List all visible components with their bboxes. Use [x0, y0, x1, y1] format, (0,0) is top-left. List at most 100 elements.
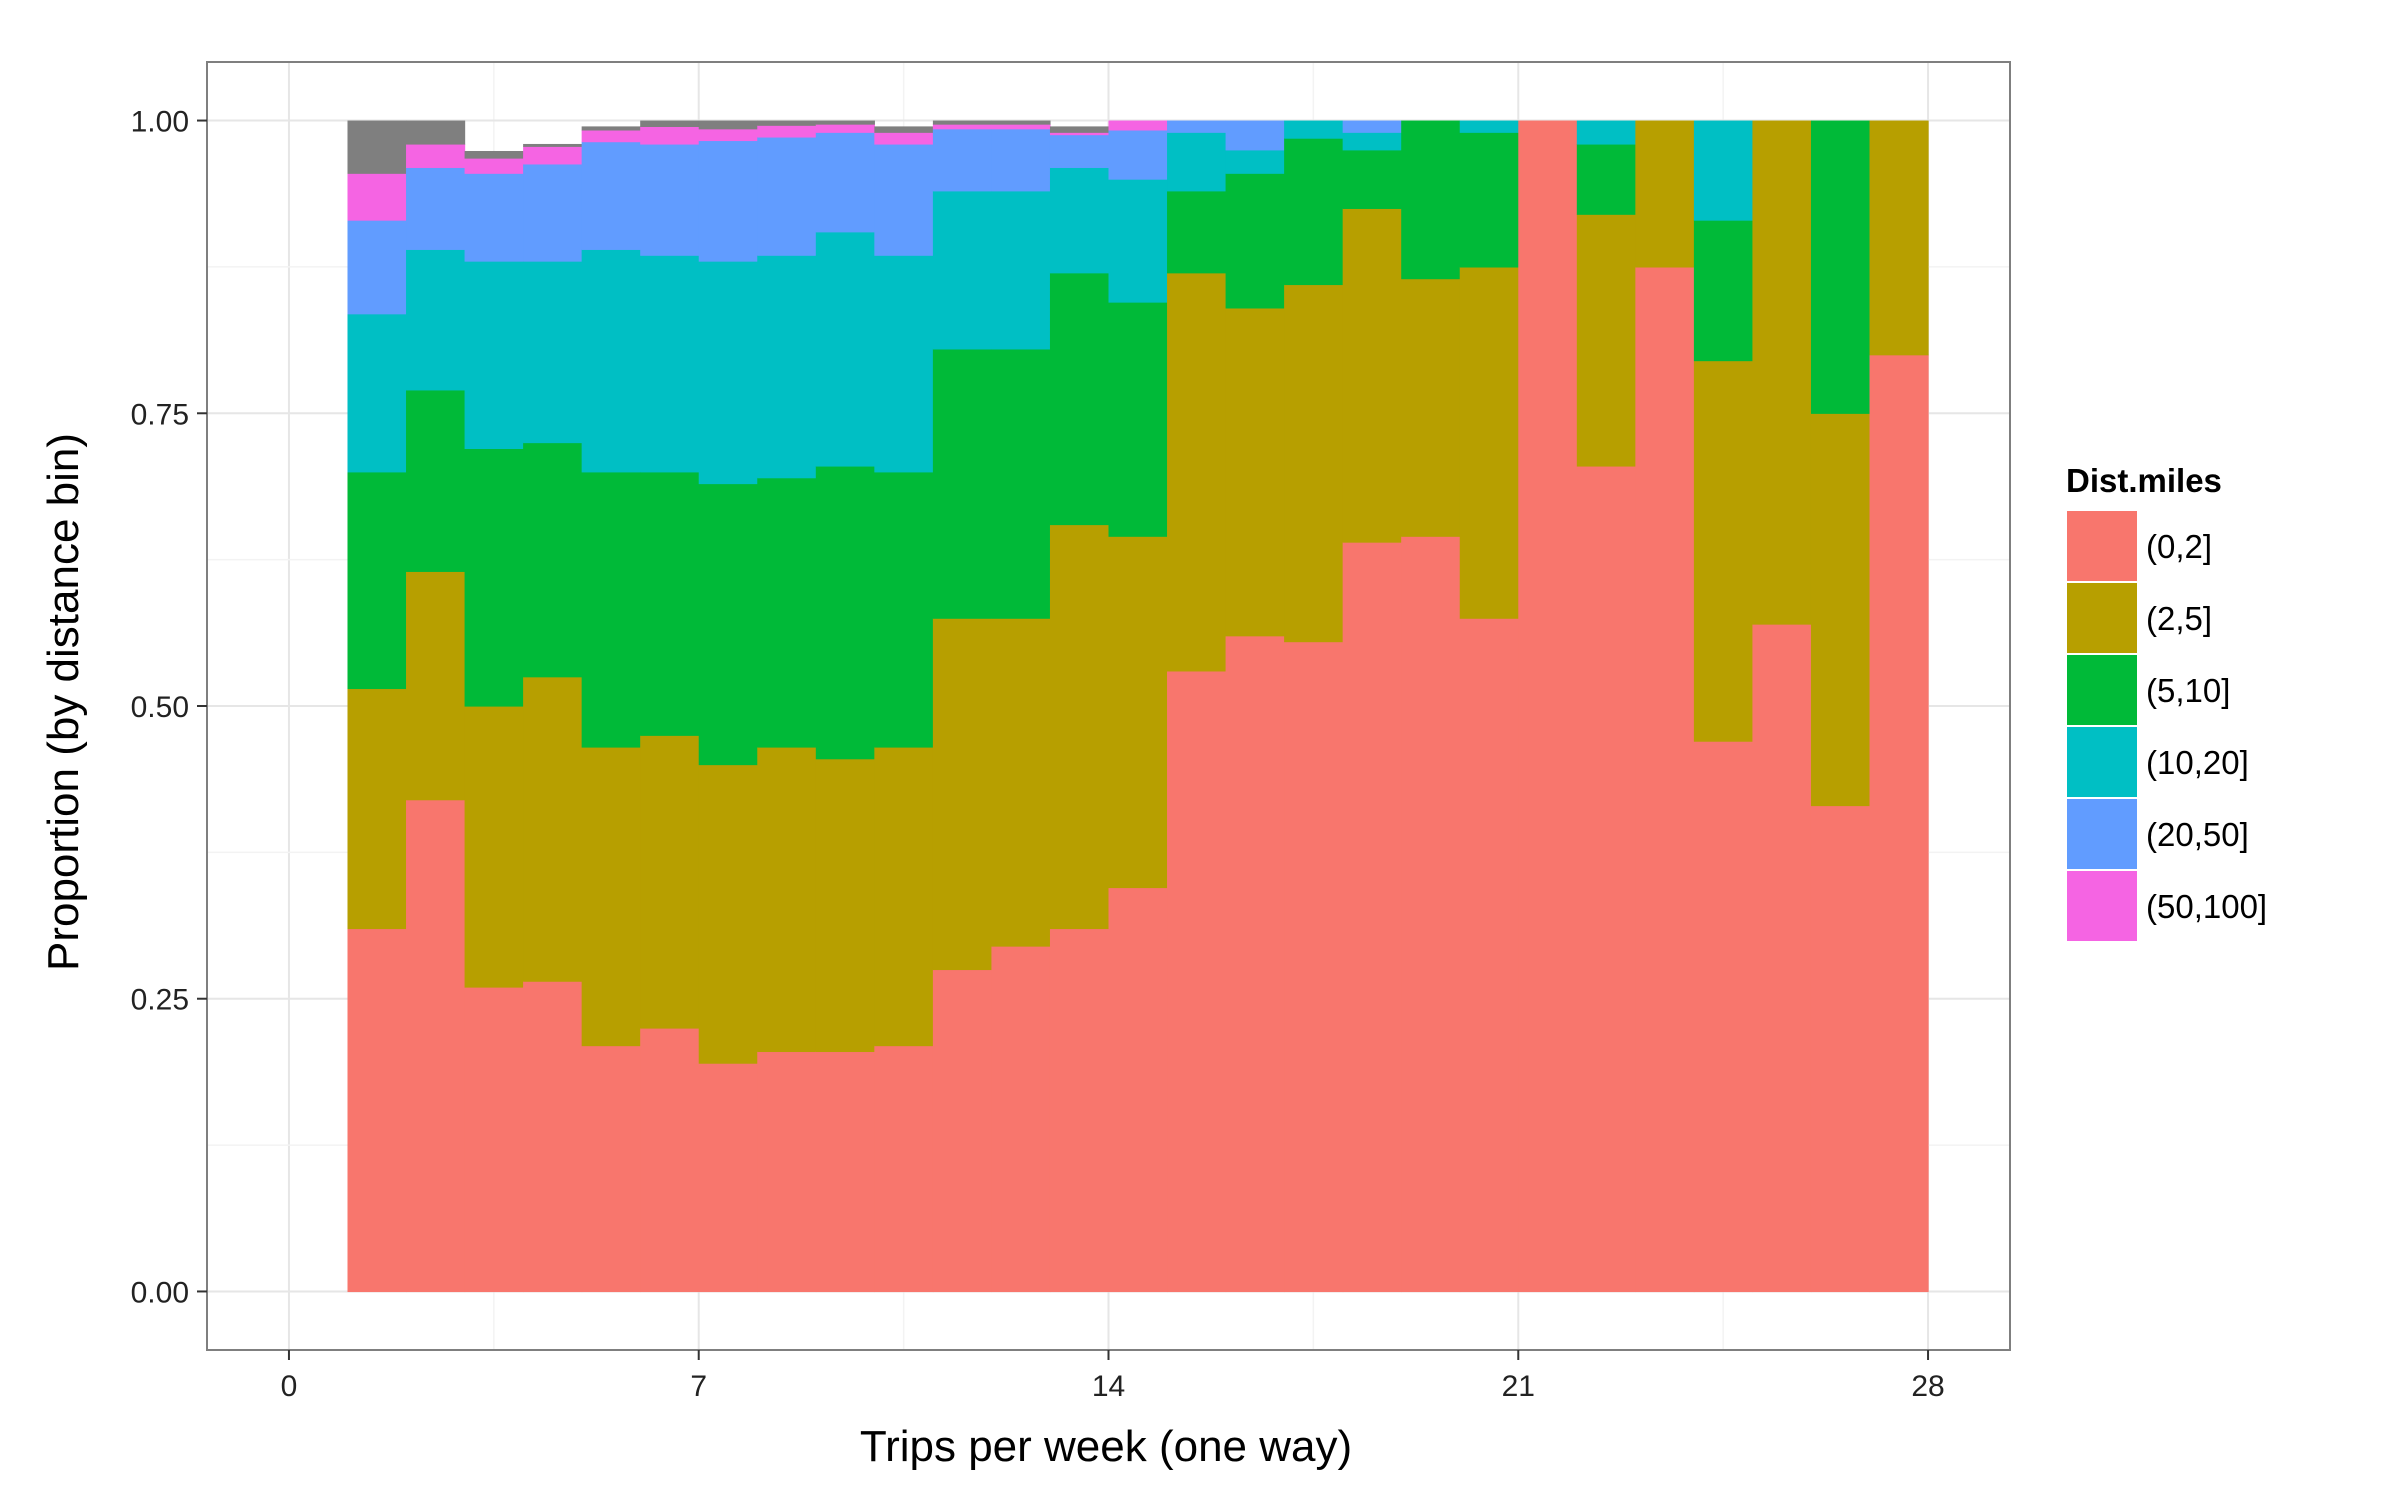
bar-segment-10-20 — [698, 261, 758, 485]
bar-segment-50-100 — [523, 146, 583, 165]
bar-segment-2-5 — [1459, 266, 1519, 619]
y-tick-label: 0.75 — [131, 398, 189, 431]
bar-segment-10-20 — [406, 249, 466, 391]
legend-items: (0,2] (2,5] (5,10] (10,20] (20,50] (50,100] — [2065, 509, 2267, 943]
bar-segment-50-100 — [874, 132, 934, 145]
bar-segment-2-5 — [581, 746, 641, 1047]
bar-segment-10-20 — [1108, 179, 1168, 303]
bar-segment-0-2 — [1225, 635, 1285, 1293]
bar-segment-10-20 — [1284, 120, 1344, 139]
bar-segment-10-20 — [1049, 167, 1110, 274]
bar-segment-0-2 — [1342, 542, 1402, 1293]
legend-key-swatch — [2065, 797, 2139, 871]
bar-segment-50-100 — [581, 129, 641, 143]
bar-segment-other — [523, 143, 583, 147]
bar-segment-0-2 — [523, 981, 583, 1293]
legend-label: (50,100] — [2146, 888, 2267, 925]
legend-label: (2,5] — [2146, 600, 2212, 637]
bar-segment-other — [757, 120, 817, 126]
bar-segment-0-2 — [1049, 928, 1110, 1293]
bar-segment-0-2 — [1869, 354, 1929, 1293]
bar-segment-5-10 — [1401, 120, 1461, 280]
bar-segment-20-50 — [406, 167, 466, 250]
x-tick-label: 21 — [1502, 1370, 1535, 1403]
bar-segment-5-10 — [1225, 173, 1285, 309]
bar-segment-5-10 — [581, 471, 641, 748]
legend-label: (5,10] — [2146, 672, 2230, 709]
legend-label: (10,20] — [2146, 744, 2249, 781]
bar-segment-other — [1049, 126, 1110, 133]
bar-segment-2-5 — [1401, 278, 1461, 537]
x-tick-label: 14 — [1092, 1370, 1125, 1403]
bar-segment-0-2 — [1401, 536, 1461, 1293]
bar-segment-2-5 — [874, 746, 934, 1047]
bar-segment-other — [991, 120, 1051, 125]
bar-segment-2-5 — [932, 618, 993, 971]
bar-segment-0-2 — [640, 1028, 700, 1293]
bar-segment-2-5 — [1342, 208, 1402, 543]
bar-segment-10-20 — [640, 255, 700, 473]
legend-title: Dist.miles — [2066, 462, 2222, 499]
bar-segment-50-100 — [406, 143, 466, 168]
bar-segment-10-20 — [757, 255, 817, 479]
bar-segment-5-10 — [1342, 149, 1402, 209]
stacked-bars — [347, 120, 1929, 1293]
bar-segment-5-10 — [991, 348, 1051, 619]
bar-segment-0-2 — [1576, 465, 1636, 1293]
bar-segment-0-2 — [1108, 887, 1168, 1293]
bar-segment-other — [932, 120, 993, 125]
y-axis-title: Proportion (by distance bin) — [39, 433, 88, 971]
bar-segment-20-50 — [1167, 120, 1227, 133]
bar-segment-10-20 — [991, 190, 1051, 350]
bar-segment-50-100 — [464, 158, 524, 174]
bar-segment-0-2 — [1810, 805, 1871, 1293]
bar-segment-50-100 — [640, 126, 700, 145]
bar-segment-10-20 — [874, 255, 934, 473]
bar-segment-0-2 — [1635, 266, 1695, 1293]
y-tick-label: 0.50 — [131, 691, 189, 724]
bar-segment-5-10 — [815, 465, 875, 760]
bar-segment-2-5 — [1284, 284, 1344, 643]
bar-segment-10-20 — [523, 261, 583, 444]
bar-segment-5-10 — [406, 389, 466, 572]
bar-segment-5-10 — [347, 471, 407, 690]
bar-segment-20-50 — [464, 173, 524, 262]
bar-segment-10-20 — [347, 313, 407, 473]
bar-segment-20-50 — [874, 143, 934, 256]
bar-segment-2-5 — [1576, 214, 1636, 467]
bar-segment-2-5 — [1693, 360, 1754, 742]
x-tick-label: 7 — [690, 1370, 707, 1403]
bar-segment-0-2 — [1167, 670, 1227, 1293]
bar-segment-5-10 — [1576, 143, 1636, 215]
bar-segment-5-10 — [1108, 302, 1168, 537]
bar-segment-0-2 — [1518, 120, 1578, 1293]
bar-segment-0-2 — [1693, 741, 1754, 1293]
y-tick-label: 1.00 — [131, 106, 189, 139]
bar-segment-2-5 — [1752, 120, 1812, 625]
bar-segment-10-20 — [1342, 132, 1402, 151]
x-tick-label: 0 — [281, 1370, 298, 1403]
bar-segment-2-5 — [1225, 307, 1285, 637]
bar-segment-20-50 — [815, 132, 875, 233]
bar-segment-0-2 — [347, 928, 407, 1293]
legend-key-swatch — [2065, 869, 2139, 943]
bar-segment-20-50 — [347, 220, 407, 315]
bar-segment-0-2 — [698, 1063, 758, 1293]
bar-segment-2-5 — [1869, 120, 1929, 356]
bar-segment-5-10 — [523, 442, 583, 678]
bar-segment-other — [874, 126, 934, 133]
legend-key-swatch — [2065, 653, 2139, 727]
bar-segment-2-5 — [347, 688, 407, 930]
bar-segment-0-2 — [581, 1045, 641, 1293]
bar-segment-0-2 — [406, 799, 466, 1293]
bar-segment-other — [347, 120, 407, 174]
x-tick-label: 28 — [1911, 1370, 1944, 1403]
bar-segment-20-50 — [1049, 134, 1110, 168]
bar-segment-other — [581, 126, 641, 131]
bar-segment-5-10 — [1049, 272, 1110, 526]
bar-segment-10-20 — [815, 231, 875, 467]
bar-segment-10-20 — [581, 249, 641, 473]
y-tick-label: 0.25 — [131, 984, 189, 1017]
y-tick-label: 0.00 — [131, 1276, 189, 1309]
bar-segment-other — [464, 150, 524, 159]
